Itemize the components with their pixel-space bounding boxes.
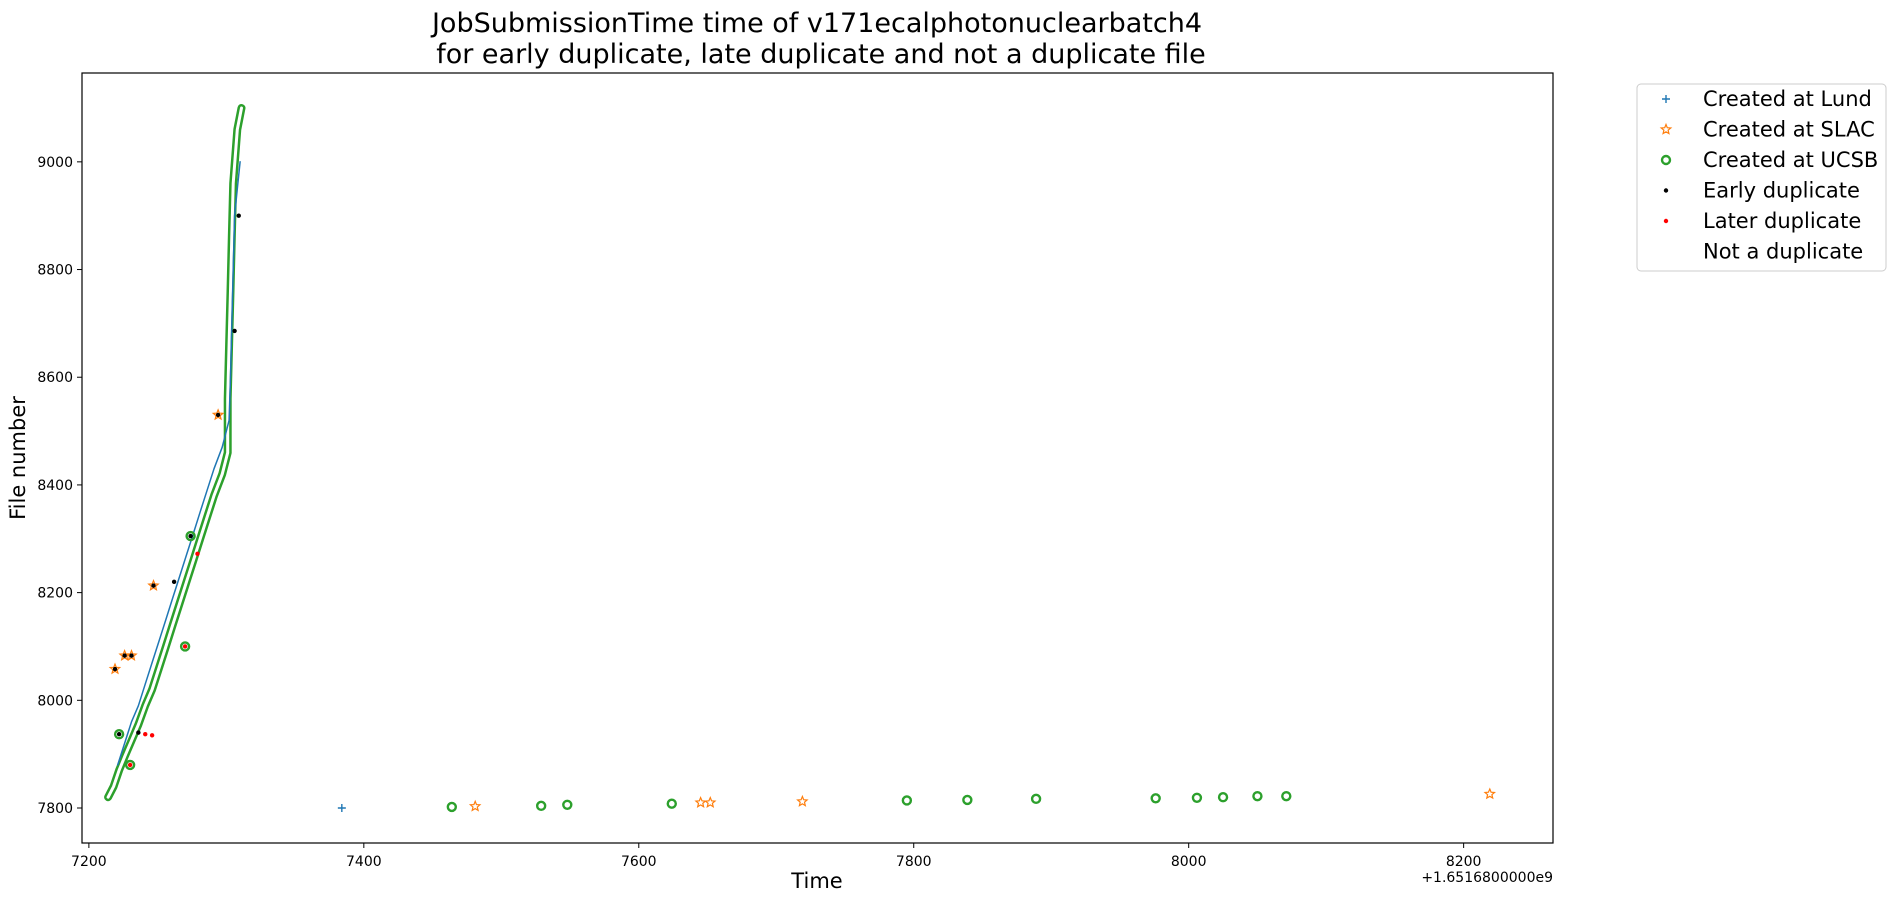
x-tick-label: 7800 [896, 854, 932, 870]
x-axis: 7200 7400 7600 7800 8000 8200 [71, 843, 1481, 870]
legend-marker [1663, 188, 1669, 193]
legend-marker [1662, 95, 1670, 103]
data-point [108, 662, 122, 675]
series-0-points [337, 804, 346, 812]
data-point [704, 796, 717, 808]
chart-title-line-2: for early duplicate, late duplicate and … [436, 39, 1206, 70]
series-1-points [108, 408, 1496, 812]
data-point [796, 794, 809, 807]
legend-marker [1659, 122, 1673, 135]
data-point [113, 729, 125, 740]
x-axis-label: Time [790, 869, 842, 893]
data-point [182, 644, 188, 649]
data-point [468, 799, 482, 812]
legend-marker [1660, 154, 1672, 166]
data-point [1252, 790, 1263, 802]
series-curve-circle [104, 104, 246, 802]
legend-label: Created at UCSB [1703, 148, 1878, 172]
plot-frame [81, 72, 1554, 844]
data-point [1217, 792, 1229, 803]
data-point [171, 579, 177, 585]
series-4-points [127, 551, 200, 768]
data-point [143, 732, 148, 737]
chart-title-line-1: JobSubmissionTime time of v171ecalphoton… [430, 8, 1202, 39]
x-tick-label: 7200 [71, 854, 107, 870]
data-point [124, 759, 136, 771]
y-tick-label: 9000 [37, 155, 73, 171]
y-tick-label: 7800 [37, 801, 73, 817]
data-point [215, 412, 221, 418]
legend-label: Later duplicate [1703, 209, 1861, 233]
y-tick-label: 8600 [37, 370, 73, 386]
data-point [151, 583, 156, 588]
data-point [185, 530, 196, 542]
chart-title: JobSubmissionTime time of v171ecalphoton… [430, 8, 1206, 70]
data-point [901, 795, 913, 806]
data-point [211, 408, 225, 421]
x-tick-label: 8000 [1171, 854, 1207, 870]
data-point [136, 730, 141, 735]
legend-box [1636, 83, 1887, 272]
data-point [1281, 790, 1292, 802]
y-tick-label: 8800 [37, 263, 73, 279]
x-axis-offset-label: +1.6516800000e9 [1421, 870, 1553, 886]
y-tick-label: 8400 [37, 478, 73, 494]
data-point [694, 796, 707, 808]
legend-label: Created at Lund [1703, 87, 1872, 111]
data-point [337, 804, 346, 812]
data-point [179, 641, 191, 652]
x-tick-label: 8200 [1446, 854, 1482, 870]
y-tick-label: 8200 [37, 586, 73, 602]
data-point [1150, 793, 1161, 804]
data-point [236, 213, 241, 218]
data-point [1030, 793, 1042, 805]
data-point [112, 666, 118, 672]
data-point [125, 649, 138, 661]
data-point [116, 732, 122, 737]
data-point [535, 800, 547, 812]
data-point [188, 533, 193, 539]
x-tick-label: 7400 [346, 854, 382, 870]
data-point [446, 801, 458, 813]
data-point [127, 762, 133, 768]
series-3-points [112, 213, 241, 737]
data-point [195, 551, 200, 557]
data-point [149, 733, 155, 738]
data-point [1191, 792, 1203, 803]
series-2-points [113, 530, 1292, 813]
legend-label: Early duplicate [1703, 179, 1860, 203]
data-point [147, 579, 160, 591]
plot-area [104, 104, 1496, 813]
y-tick-label: 8000 [37, 693, 73, 709]
data-point [232, 328, 237, 334]
legend: Created at Lund Created at SLAC Created at… [1636, 83, 1887, 272]
y-axis-label: File number [6, 396, 30, 520]
data-point [666, 798, 677, 809]
series-curve-inner [106, 106, 243, 799]
data-point [122, 653, 127, 658]
data-point [562, 799, 573, 810]
x-tick-label: 7600 [621, 854, 657, 870]
y-axis: 7800 8000 8200 8400 8600 8800 9000 [37, 155, 82, 817]
data-point [962, 794, 973, 806]
legend-label: Created at SLAC [1703, 118, 1875, 142]
data-point [129, 653, 134, 658]
legend-label: Not a duplicate [1703, 240, 1863, 264]
data-point [1483, 787, 1496, 800]
legend-marker [1663, 218, 1669, 224]
